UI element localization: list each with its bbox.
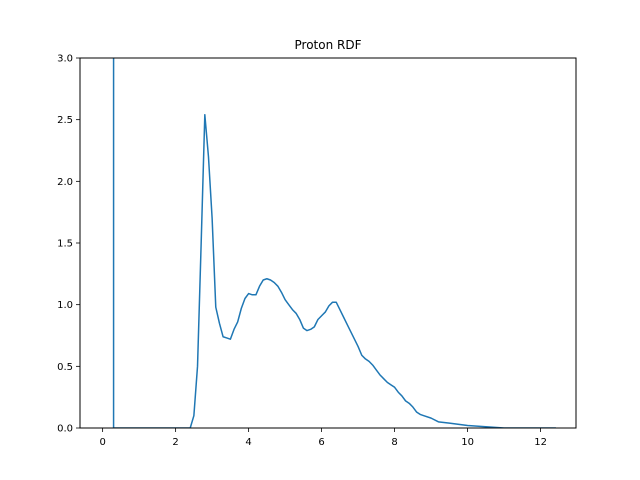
chart-title: Proton RDF <box>295 38 362 52</box>
x-tick-label: 12 <box>534 437 547 448</box>
y-tick-label: 0.5 <box>57 362 73 373</box>
x-axis: 0 2 4 6 8 10 12 <box>99 428 547 448</box>
x-tick-label: 10 <box>461 437 474 448</box>
series-layer <box>112 58 556 428</box>
x-tick-label: 2 <box>172 437 178 448</box>
y-tick-label: 2.0 <box>57 177 73 188</box>
series-line-0 <box>112 58 556 428</box>
y-axis: 0.0 0.5 1.0 1.5 2.0 2.5 3.0 <box>57 54 80 435</box>
y-tick-label: 1.5 <box>57 239 73 250</box>
x-tick-label: 4 <box>245 437 251 448</box>
y-tick-label: 3.0 <box>57 54 73 65</box>
y-tick-label: 1.0 <box>57 300 73 311</box>
x-tick-label: 8 <box>391 437 397 448</box>
y-tick-label: 2.5 <box>57 115 73 126</box>
x-tick-label: 6 <box>318 437 324 448</box>
x-tick-label: 0 <box>99 437 105 448</box>
y-tick-label: 0.0 <box>57 424 73 435</box>
